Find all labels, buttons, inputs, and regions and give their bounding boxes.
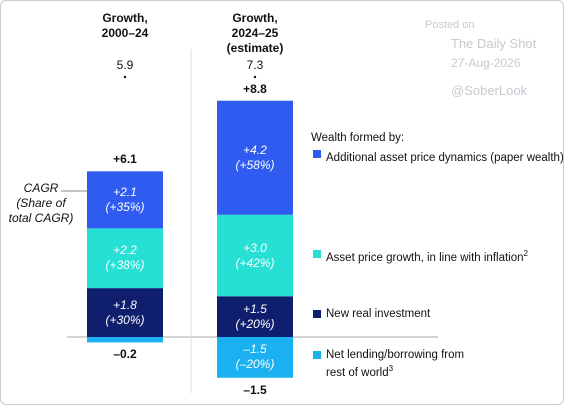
share-label: (+20%) xyxy=(235,316,275,331)
legend-label[interactable]: Additional asset price dynamics (paper w… xyxy=(326,147,563,165)
positive-total: +6.1 xyxy=(113,152,137,167)
share-label: (+42%) xyxy=(235,255,275,270)
bar-segment xyxy=(87,228,163,289)
value-label: +1.5 xyxy=(243,301,267,316)
bar-segment xyxy=(87,171,163,229)
bar-segment xyxy=(87,337,163,343)
net-total: 7.3 xyxy=(246,58,264,72)
value-label: +2.1 xyxy=(113,184,137,199)
net-dot xyxy=(123,75,127,79)
share-label: (+58%) xyxy=(235,157,275,172)
share-label: (+30%) xyxy=(105,312,145,327)
bar-segment xyxy=(217,100,293,215)
watermark: @SoberLook xyxy=(451,83,528,98)
legend-label[interactable]: New real investment xyxy=(326,308,431,320)
category-label: Growth, 2024–25 (estimate) xyxy=(226,11,284,55)
legend-swatch xyxy=(313,150,321,158)
category-label: Growth, 2000–24 xyxy=(101,11,149,40)
watermark: The Daily Shot xyxy=(451,36,537,51)
bar-segment xyxy=(217,296,293,337)
bar-segment xyxy=(217,337,293,378)
value-label: +1.8 xyxy=(113,297,137,312)
watermark: Posted on xyxy=(425,19,475,31)
net-total: 5.9 xyxy=(116,58,134,72)
negative-total: –0.2 xyxy=(113,347,137,362)
legend-swatch xyxy=(313,250,321,258)
legend-title: Wealth formed by: xyxy=(311,132,405,144)
watermark: 27-Aug-2026 xyxy=(451,56,521,70)
value-label: –1.5 xyxy=(243,342,267,357)
footnote: 3 xyxy=(388,364,394,373)
share-label: (+38%) xyxy=(105,258,145,273)
bar-segment xyxy=(217,214,293,297)
net-dot xyxy=(253,75,257,79)
share-label: (–20%) xyxy=(235,357,275,372)
legend-label[interactable]: Net lending/borrowing from rest of world… xyxy=(326,349,465,379)
footnote: 2 xyxy=(523,249,528,258)
value-label: +2.2 xyxy=(113,243,137,258)
legend-swatch xyxy=(313,310,321,318)
legend-label[interactable]: Asset price growth, in line with inflati… xyxy=(326,249,528,264)
bar-segment xyxy=(87,288,163,337)
legend-swatch xyxy=(313,351,321,359)
negative-total: –1.5 xyxy=(243,382,267,397)
annotation: CAGR (Share of total CAGR) xyxy=(8,181,74,225)
value-label: +4.2 xyxy=(243,142,267,157)
value-label: +3.0 xyxy=(243,240,267,255)
share-label: (+35%) xyxy=(105,199,145,214)
positive-total: +8.8 xyxy=(243,81,267,96)
